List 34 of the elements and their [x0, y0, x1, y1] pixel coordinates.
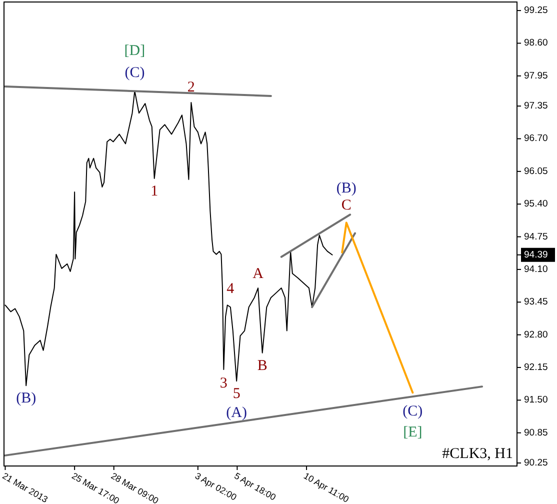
y-tick-label: 94.75 [524, 231, 548, 242]
annotation: 3 [220, 375, 228, 392]
y-tick-label: 90.25 [524, 457, 548, 468]
y-tick-label: 92.15 [524, 362, 548, 373]
y-tick-label: 90.85 [524, 427, 548, 438]
annotation: (C) [124, 64, 145, 81]
annotation: (B) [336, 180, 356, 197]
y-tick-label: 92.80 [524, 329, 548, 340]
annotation: 4 [226, 281, 235, 298]
y-tick-label: 93.45 [524, 296, 548, 308]
annotation: A [252, 266, 264, 282]
y-tick-label: 95.40 [524, 198, 548, 210]
annotation: [E] [403, 424, 422, 441]
annotation: (C) [402, 404, 423, 420]
text: 94.39 [524, 249, 548, 260]
annotation: [D] [124, 42, 146, 59]
y-tick-label: 97.35 [524, 100, 548, 112]
x-tick-label: 10 Apr 11:00 [302, 470, 351, 504]
annotation: (A) [226, 405, 247, 422]
annotation: 1 [150, 183, 158, 200]
annotation: B [257, 358, 268, 374]
y-tick-label: 96.70 [524, 133, 548, 144]
annotation: 2 [187, 80, 195, 96]
annotation: C [341, 198, 352, 214]
x-tick-label: 21 Mar 2013 [0, 470, 50, 504]
y-tick-label: 99.25 [524, 5, 548, 16]
y-tick-label: 94.10 [524, 264, 548, 275]
y-tick-label: 98.60 [524, 38, 548, 49]
y-tick-label: 97.95 [524, 70, 548, 82]
y-tick-label: 96.05 [524, 166, 548, 177]
annotation: #CLK3, H1 [442, 446, 513, 462]
y-tick-label: 91.50 [524, 394, 548, 406]
annotation: (B) [16, 390, 36, 407]
annotation: 5 [232, 386, 240, 402]
